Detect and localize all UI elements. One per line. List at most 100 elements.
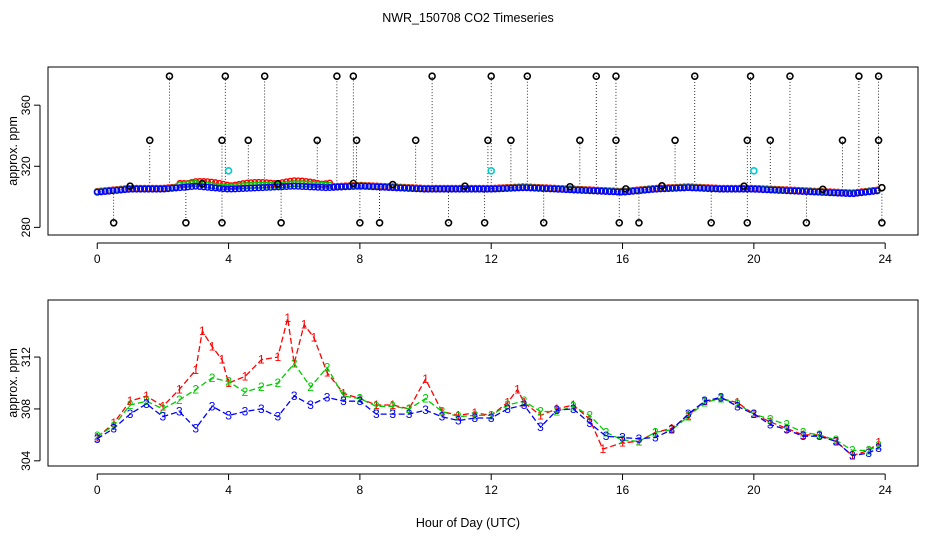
raw-point-series-3 xyxy=(783,187,791,195)
detail-point-series-2: 2 xyxy=(225,375,232,389)
raw-point-series-3 xyxy=(594,187,602,195)
detail-point-series-3: 3 xyxy=(685,407,692,421)
detail-point-series-3: 3 xyxy=(521,398,528,412)
raw-point-series-3 xyxy=(534,184,542,192)
raw-point-series-3 xyxy=(507,184,515,192)
raw-flag-high xyxy=(855,72,863,80)
raw-point-series-3 xyxy=(357,182,365,190)
raw-point-series-3 xyxy=(771,186,779,194)
raw-flag-low xyxy=(743,218,752,227)
detail-point-series-1: 1 xyxy=(734,395,741,409)
detail-point-series-1: 1 xyxy=(685,408,692,422)
raw-point-series-3 xyxy=(204,183,212,191)
raw-point-series-3 xyxy=(716,185,724,193)
detail-point-series-2: 2 xyxy=(619,433,626,447)
raw-point-series-3 xyxy=(637,187,645,195)
detail-point-series-3: 3 xyxy=(537,420,544,434)
raw-point-series-3 xyxy=(168,184,176,192)
detail-point-series-1: 1 xyxy=(127,394,134,408)
detail-point-series-3: 3 xyxy=(783,423,790,437)
raw-point-series-3 xyxy=(290,182,298,190)
raw-point-series-3 xyxy=(475,185,483,193)
raw-point-series-3 xyxy=(680,184,688,192)
raw-point-series-3 xyxy=(302,183,310,191)
detail-point-series-1: 1 xyxy=(373,398,380,412)
raw-point-series-3 xyxy=(452,185,460,193)
raw-panel-x-tick-label: 4 xyxy=(225,252,232,266)
detail-point-series-1: 1 xyxy=(199,324,206,338)
raw-flag-mid xyxy=(313,136,322,145)
detail-point-series-2: 2 xyxy=(865,443,872,457)
raw-point-series-3 xyxy=(306,183,314,191)
raw-point-series-3 xyxy=(468,185,476,193)
raw-flag-mid xyxy=(612,136,620,145)
raw-point-series-3 xyxy=(373,183,381,191)
raw-point-series-3 xyxy=(207,184,215,192)
raw-point-series-3 xyxy=(794,187,802,195)
raw-point-series-3 xyxy=(361,182,369,190)
detail-point-series-1: 1 xyxy=(599,442,606,456)
raw-flag-low xyxy=(615,218,624,227)
detail-point-series-2: 2 xyxy=(340,389,347,403)
raw-flag-mid xyxy=(218,136,226,145)
detail-point-series-1: 1 xyxy=(521,395,528,409)
detail-point-series-3: 3 xyxy=(471,411,478,425)
raw-flag-high xyxy=(333,72,341,80)
raw-flag-mid xyxy=(743,136,752,145)
detail-point-series-2: 2 xyxy=(373,399,380,413)
detail-point-series-1: 1 xyxy=(274,350,281,364)
raw-flag-base xyxy=(126,182,134,190)
raw-point-series-3 xyxy=(219,185,227,193)
raw-point-series-3 xyxy=(156,185,164,193)
raw-flag-high xyxy=(428,72,436,80)
raw-point-series-3 xyxy=(798,187,806,195)
raw-panel-x-tick-label: 0 xyxy=(94,252,101,266)
raw-point-series-3 xyxy=(137,185,145,193)
raw-point-series-3 xyxy=(826,189,834,197)
raw-flag-high xyxy=(612,72,620,80)
raw-point-series-3 xyxy=(121,186,129,194)
raw-flag-low xyxy=(218,218,226,227)
detail-point-series-3: 3 xyxy=(701,394,708,408)
raw-flag-mid xyxy=(671,136,679,145)
raw-point-series-3 xyxy=(712,185,720,193)
raw-flag-base xyxy=(388,180,397,189)
raw-point-series-3 xyxy=(424,185,432,193)
raw-panel-y-tick-label: 320 xyxy=(19,156,33,176)
detail-panel-y-tick-label: 308 xyxy=(19,399,33,419)
raw-flag-base xyxy=(274,180,282,188)
detail-point-series-3: 3 xyxy=(652,430,659,444)
detail-point-series-1: 1 xyxy=(636,434,643,448)
detail-point-series-3: 3 xyxy=(176,405,183,419)
detail-point-series-2: 2 xyxy=(570,399,577,413)
raw-point-series-3 xyxy=(775,186,783,194)
detail-point-series-1: 1 xyxy=(875,436,882,450)
detail-point-series-3: 3 xyxy=(439,410,446,424)
detail-point-series-2: 2 xyxy=(833,433,840,447)
detail-point-series-2: 2 xyxy=(307,380,314,394)
detail-point-series-2: 2 xyxy=(875,438,882,452)
raw-point-series-3 xyxy=(629,187,637,195)
detail-point-series-2: 2 xyxy=(160,402,167,416)
raw-flag-mid xyxy=(838,136,847,145)
raw-point-series-3 xyxy=(381,183,389,191)
detail-panel-x-tick-label: 12 xyxy=(485,483,499,497)
detail-point-series-2: 2 xyxy=(734,397,741,411)
detail-point-series-3: 3 xyxy=(422,403,429,417)
raw-point-series-3 xyxy=(503,184,511,192)
detail-point-series-2: 2 xyxy=(242,385,249,399)
raw-point-series-3 xyxy=(176,184,184,192)
detail-point-series-2: 2 xyxy=(258,380,265,394)
detail-point-series-2: 2 xyxy=(357,392,364,406)
detail-point-series-1: 1 xyxy=(209,340,216,354)
detail-point-series-3: 3 xyxy=(192,421,199,435)
raw-point-series-3 xyxy=(605,188,613,196)
raw-flag-mid xyxy=(484,136,492,145)
detail-point-series-1: 1 xyxy=(537,408,544,422)
detail-panel-plot-area xyxy=(47,299,919,467)
raw-point-series-3 xyxy=(318,183,326,191)
raw-point-series-3 xyxy=(105,187,113,195)
detail-point-series-1: 1 xyxy=(324,366,331,380)
